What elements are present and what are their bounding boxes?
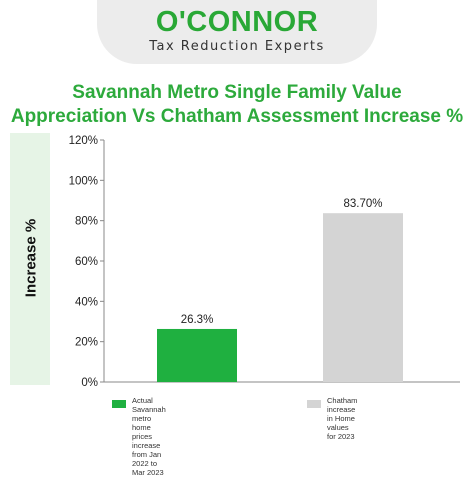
bar-savannah [157, 328, 237, 382]
bar-chart: 0% 20% 40% 60% 80% 100% 120% 26.3% 83.70% [69, 135, 460, 389]
y-tick-label: 0% [81, 377, 98, 389]
y-tick-label: 40% [75, 296, 98, 308]
y-tick-label: 60% [75, 256, 98, 268]
y-axis-label-band [10, 133, 50, 385]
bars [157, 213, 403, 382]
logo-tagline: Tax Reduction Experts [149, 39, 325, 54]
y-tick-label: 120% [69, 135, 98, 147]
bar-value-labels: 26.3% 83.70% [181, 198, 383, 326]
bar-value-label: 26.3% [181, 314, 214, 326]
y-tick-label: 80% [75, 216, 98, 228]
y-tick-label: 100% [69, 175, 98, 187]
logo-banner: O'CONNOR Tax Reduction Experts [97, 0, 377, 64]
logo-wordmark: O'CONNOR [155, 6, 319, 38]
chart-title-line-2: Appreciation Vs Chatham Assessment Incre… [10, 106, 464, 127]
legend-label-savannah: Actual Savannah metro home prices increa… [132, 396, 166, 477]
y-axis-ticks: 0% 20% 40% 60% 80% 100% 120% [69, 135, 104, 389]
bar-chatham [323, 213, 403, 382]
y-tick-label: 20% [75, 337, 98, 349]
chart-title-line-1: Savannah Metro Single Family Value [72, 82, 402, 103]
legend-label-chatham: Chatham increase in Home values for 2023 [327, 396, 358, 441]
legend-swatch-chatham [307, 400, 321, 408]
legend-swatch-savannah [112, 400, 126, 408]
bar-value-label: 83.70% [343, 198, 382, 210]
